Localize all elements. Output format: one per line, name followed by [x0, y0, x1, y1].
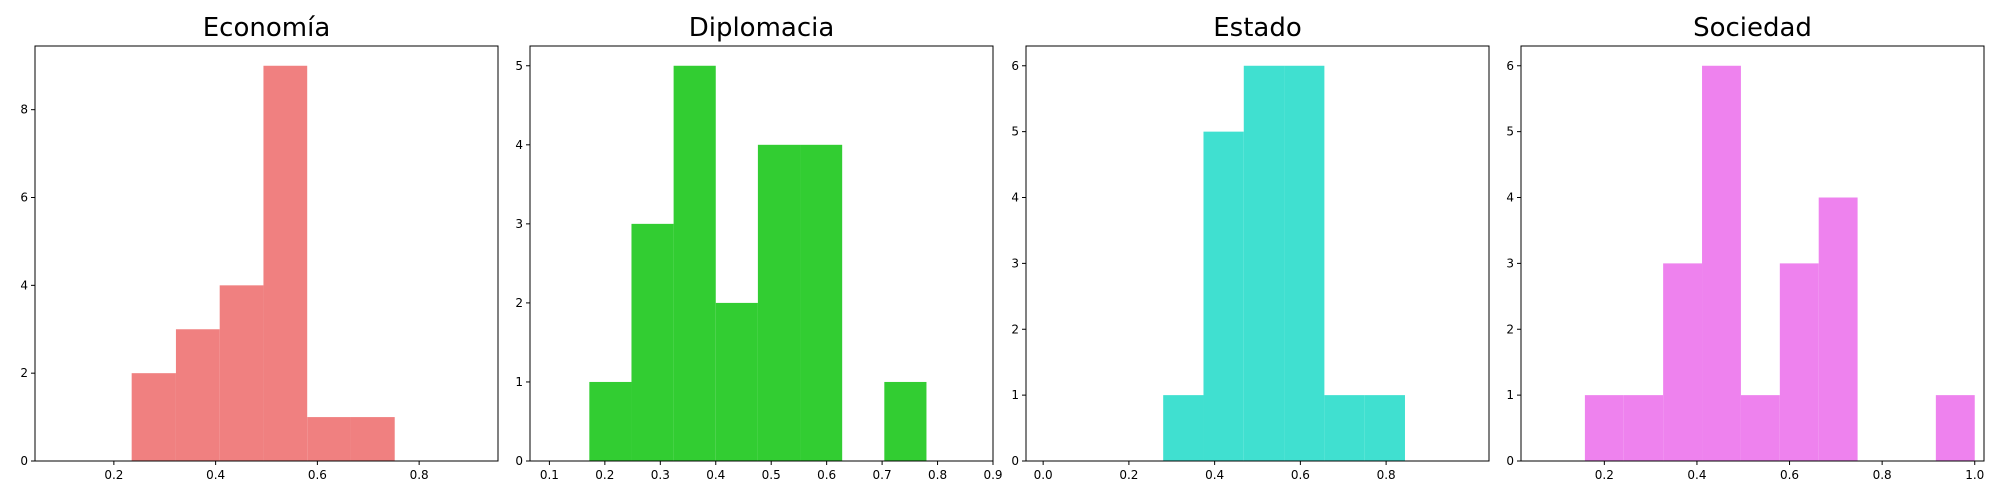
- histogram-bar: [631, 223, 674, 461]
- y-tick-label: 4: [1506, 191, 1514, 205]
- y-tick-label: 2: [1506, 322, 1514, 336]
- panel-estado: Estado 0.0 0.2 0.4 0.6 0.8 0 1 2 3 4 5 6: [1011, 13, 1490, 482]
- x-tick-label: 0.3: [651, 468, 670, 482]
- histogram-bar: [1663, 263, 1703, 461]
- y-tick-label: 3: [1011, 256, 1019, 270]
- y-tick-label: 5: [1011, 125, 1019, 139]
- x-tick-label: 0.6: [308, 468, 327, 482]
- y-tick-label: 8: [20, 103, 28, 117]
- y-tick-label: 1: [1011, 388, 1019, 402]
- x-tick-label: 0.4: [1687, 468, 1706, 482]
- y-tick-label: 0: [515, 454, 523, 468]
- x-tick-label: 0.8: [410, 468, 429, 482]
- y-tick-label: 4: [515, 138, 523, 152]
- x-tick-label: 0.9: [983, 468, 1002, 482]
- x-tick-label: 0.1: [540, 468, 559, 482]
- axes-frame: [529, 45, 994, 462]
- x-tick-label: 0.8: [928, 468, 947, 482]
- histogram-bar: [1740, 395, 1780, 461]
- panel-title: Estado: [1213, 13, 1302, 43]
- y-tick-label: 0: [1011, 454, 1019, 468]
- histogram-bar: [263, 65, 308, 461]
- y-tick-label: 2: [20, 366, 28, 380]
- y-tick-label: 5: [1506, 125, 1514, 139]
- axes-frame: [1025, 45, 1490, 462]
- x-tick-label: 0.0: [1034, 468, 1053, 482]
- y-tick-label: 6: [1506, 59, 1514, 73]
- y-tick-label: 2: [1011, 322, 1019, 336]
- panel-title: Economía: [203, 13, 331, 43]
- x-tick-label: 0.8: [1377, 468, 1396, 482]
- x-tick-label: 1.0: [1965, 468, 1984, 482]
- x-tick-label: 0.4: [206, 468, 225, 482]
- histogram-bar: [307, 417, 351, 461]
- x-tick-label: 0.4: [1205, 468, 1224, 482]
- histogram-bar: [1243, 65, 1285, 461]
- y-tick-label: 1: [1506, 388, 1514, 402]
- panel-economia: Economía 0.2 0.4 0.6 0.8 0 2 4 6 8: [20, 13, 499, 482]
- x-tick-label: 0.8: [1873, 468, 1892, 482]
- histogram-bar: [673, 65, 716, 461]
- x-tick-label: 0.7: [873, 468, 892, 482]
- histogram-bar: [131, 373, 176, 461]
- histogram-bar: [1623, 395, 1664, 461]
- x-tick-label: 0.5: [762, 468, 781, 482]
- histogram-bar: [1163, 395, 1204, 461]
- histogram-bar: [1935, 395, 1975, 461]
- x-tick-label: 0.4: [706, 468, 725, 482]
- histogram-bar: [1818, 197, 1858, 461]
- panel-title: Sociedad: [1693, 13, 1812, 43]
- y-tick-label: 6: [20, 191, 28, 205]
- x-tick-label: 0.2: [1119, 468, 1138, 482]
- axes-frame: [34, 45, 499, 462]
- histogram-bar: [175, 329, 220, 461]
- x-tick-label: 0.2: [595, 468, 614, 482]
- histogram-bar: [715, 302, 758, 461]
- y-tick-label: 3: [515, 217, 523, 231]
- histogram-bar: [1584, 395, 1624, 461]
- histogram-bar: [589, 381, 632, 461]
- y-tick-label: 1: [515, 375, 523, 389]
- panel-sociedad: Sociedad 0.2 0.4 0.6 0.8 1.0 0 1 2 3 4 5 6: [1506, 13, 1985, 482]
- y-tick-label: 2: [515, 296, 523, 310]
- histogram-bar: [800, 144, 843, 462]
- panel-title: Diplomacia: [689, 13, 835, 43]
- histogram-bar: [1779, 263, 1819, 461]
- histogram-bar: [350, 417, 395, 461]
- x-tick-label: 0.6: [1780, 468, 1799, 482]
- x-tick-label: 0.2: [104, 468, 123, 482]
- y-tick-label: 4: [1011, 191, 1019, 205]
- histogram-bar: [219, 285, 264, 461]
- y-tick-label: 3: [1506, 256, 1514, 270]
- x-tick-label: 0.2: [1595, 468, 1614, 482]
- histogram-bar: [1284, 65, 1325, 461]
- histogram-bar: [1364, 395, 1405, 461]
- y-tick-label: 6: [1011, 59, 1019, 73]
- y-tick-label: 5: [515, 59, 523, 73]
- histogram-bar: [757, 144, 801, 462]
- axes-frame: [1520, 45, 1985, 462]
- histogram-bar: [1702, 65, 1741, 461]
- histogram-bar: [1203, 131, 1244, 461]
- y-tick-label: 4: [20, 278, 28, 292]
- x-tick-label: 0.6: [1291, 468, 1310, 482]
- histogram-bar: [1324, 395, 1365, 461]
- histogram-bar: [884, 381, 927, 461]
- panel-diplomacia: Diplomacia 0.1 0.2 0.3 0.4 0.5 0.6 0.7 0.8 0.9 0 1…: [515, 13, 1002, 482]
- y-tick-label: 0: [1506, 454, 1514, 468]
- x-tick-label: 0.6: [817, 468, 836, 482]
- y-tick-label: 0: [20, 454, 28, 468]
